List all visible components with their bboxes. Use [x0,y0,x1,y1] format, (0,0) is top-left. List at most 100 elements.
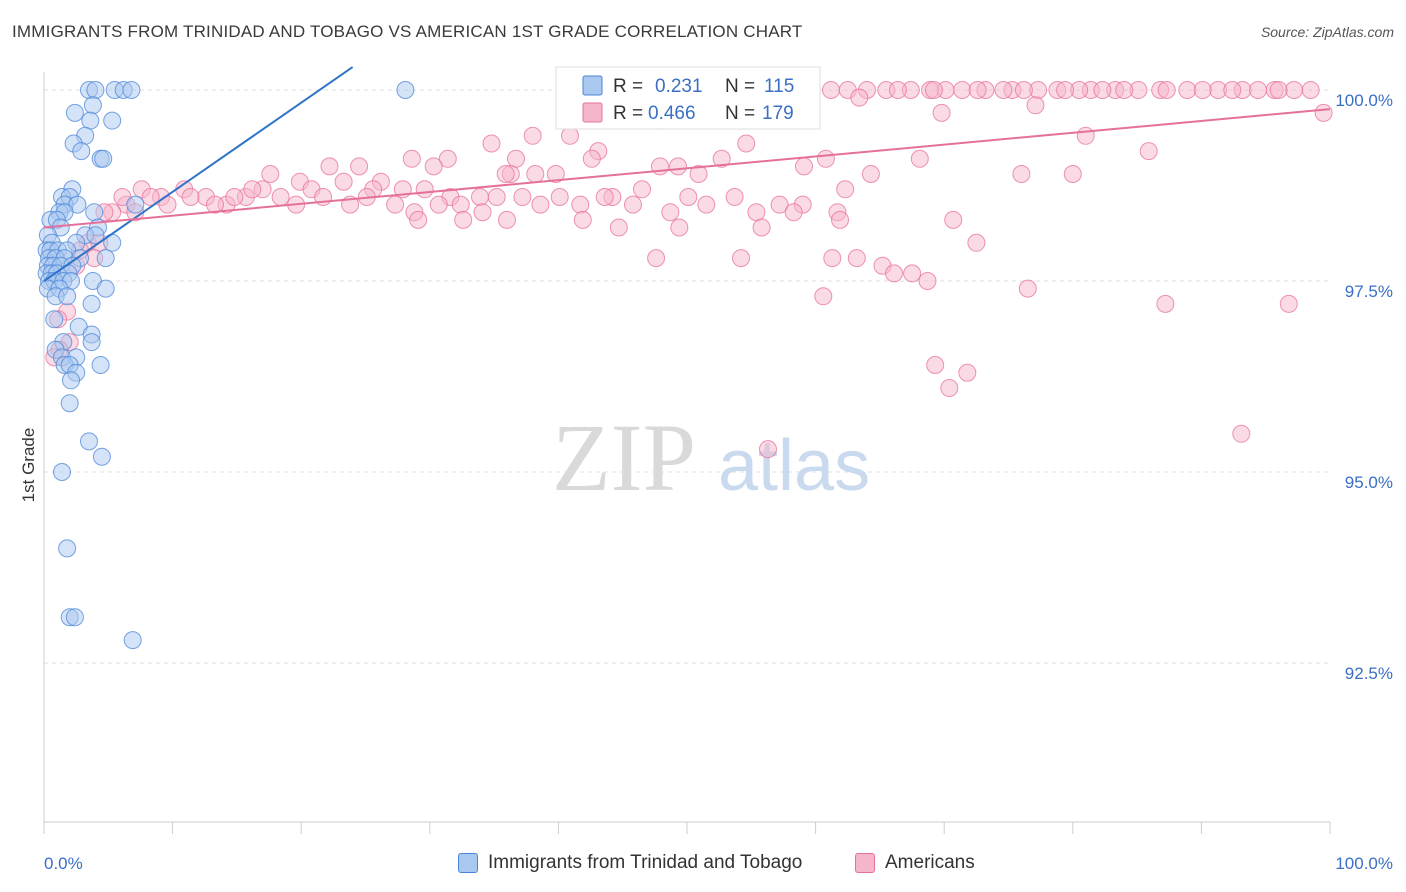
trinidad-point [96,279,115,298]
americans-point [784,203,803,222]
americans-point [689,165,708,183]
americans-point [473,203,492,222]
americans-point [1056,81,1075,99]
americans-point [1076,126,1095,145]
americans-point [609,218,628,237]
trinidad-point [103,111,122,130]
americans-point [424,157,443,176]
trinidad-point [60,394,79,413]
americans-point [350,157,369,176]
y-tick-label: 95.0% [1345,473,1393,492]
americans-point [918,272,937,290]
trinidad-point [65,608,84,627]
legend-r-label: R = [613,103,643,124]
americans-point [822,81,840,99]
legend-n-value: 179 [762,103,794,124]
y-tick-label: 97.5% [1345,282,1393,301]
americans-point [814,287,833,306]
trinidad-trend-line [43,66,354,282]
chart-title: IMMIGRANTS FROM TRINIDAD AND TOBAGO VS A… [12,22,803,41]
americans-point [1193,81,1212,99]
trinidad-point [123,631,142,650]
americans-point [732,249,750,268]
americans-point [320,157,339,176]
trinidad-point [86,226,105,245]
x-tick-label: 100.0% [1335,854,1393,873]
americans-point [994,81,1013,99]
trinidad-point [82,294,101,313]
americans-point [1157,81,1176,99]
trinidad-point [82,333,101,352]
trinidad-point [65,103,84,122]
americans-point [924,81,943,99]
americans-point [561,126,579,145]
trinidad-point [80,432,98,451]
americans-point [903,264,922,283]
bottom-legend: Immigrants from Trinidad and Tobago Amer… [0,850,1406,880]
americans-point [573,210,592,229]
americans-point [1139,142,1158,161]
americans-point [1314,103,1333,122]
legend-n-value: 115 [764,76,794,97]
americans-point [243,180,262,199]
americans-point [967,233,986,252]
americans-point [932,103,951,122]
americans-point [1223,81,1242,99]
americans-point [831,210,849,229]
americans-point [451,195,470,214]
americans-point [531,195,550,214]
trinidad-point [72,142,91,161]
americans-point [1156,294,1175,313]
americans-point [1093,81,1112,99]
americans-point [910,149,929,168]
americans-point [670,218,689,237]
americans-point [546,165,565,183]
trinidad-point [45,310,64,329]
americans-point [725,188,744,206]
trinidad-point [122,81,141,99]
americans-point [661,203,680,222]
legend-r-value: 0.231 [655,76,703,97]
americans-point [861,165,880,183]
americans-point [487,188,506,206]
americans-point [1232,424,1251,443]
trinidad-point [126,195,145,214]
americans-point [651,157,669,176]
americans-point [415,180,434,199]
americans-point [571,195,590,214]
trinidad-point [62,371,80,390]
x-tick-label: 0.0% [44,854,83,873]
trinidad-point [96,249,115,268]
watermark-zip: ZIP [552,404,696,511]
americans-trend-line [43,108,1331,229]
trinidad-point [58,539,77,558]
americans-point [759,440,777,459]
y-axis-label: 1st Grade [19,428,38,503]
americans-point [595,188,614,206]
americans-point [1063,165,1082,183]
americans-point [1014,81,1033,99]
americans-point [1018,279,1037,298]
americans-point [1285,81,1303,99]
bottom-legend-label: Immigrants from Trinidad and Tobago [488,852,803,873]
trinidad-point [58,287,77,306]
americans-point [454,210,473,229]
trinidad-point [53,463,71,481]
legend-n-label: N = [725,103,755,124]
americans-point [496,165,515,183]
legend-n-label: N = [725,76,755,97]
grid-layer [44,89,1330,664]
americans-point [334,172,353,191]
legend: R = 0.231 N = 115 R = 0.466 N = 179 [555,66,821,130]
trinidad-point [92,447,111,466]
americans-point [386,195,405,214]
americans-point [141,188,160,206]
americans-point [526,165,545,183]
americans-point [1115,81,1134,99]
watermark: ZIP atlas [552,404,870,511]
americans-point [1269,81,1288,99]
trinidad-point [86,81,105,99]
trinidad-points [37,81,415,650]
americans-point [1026,96,1045,115]
